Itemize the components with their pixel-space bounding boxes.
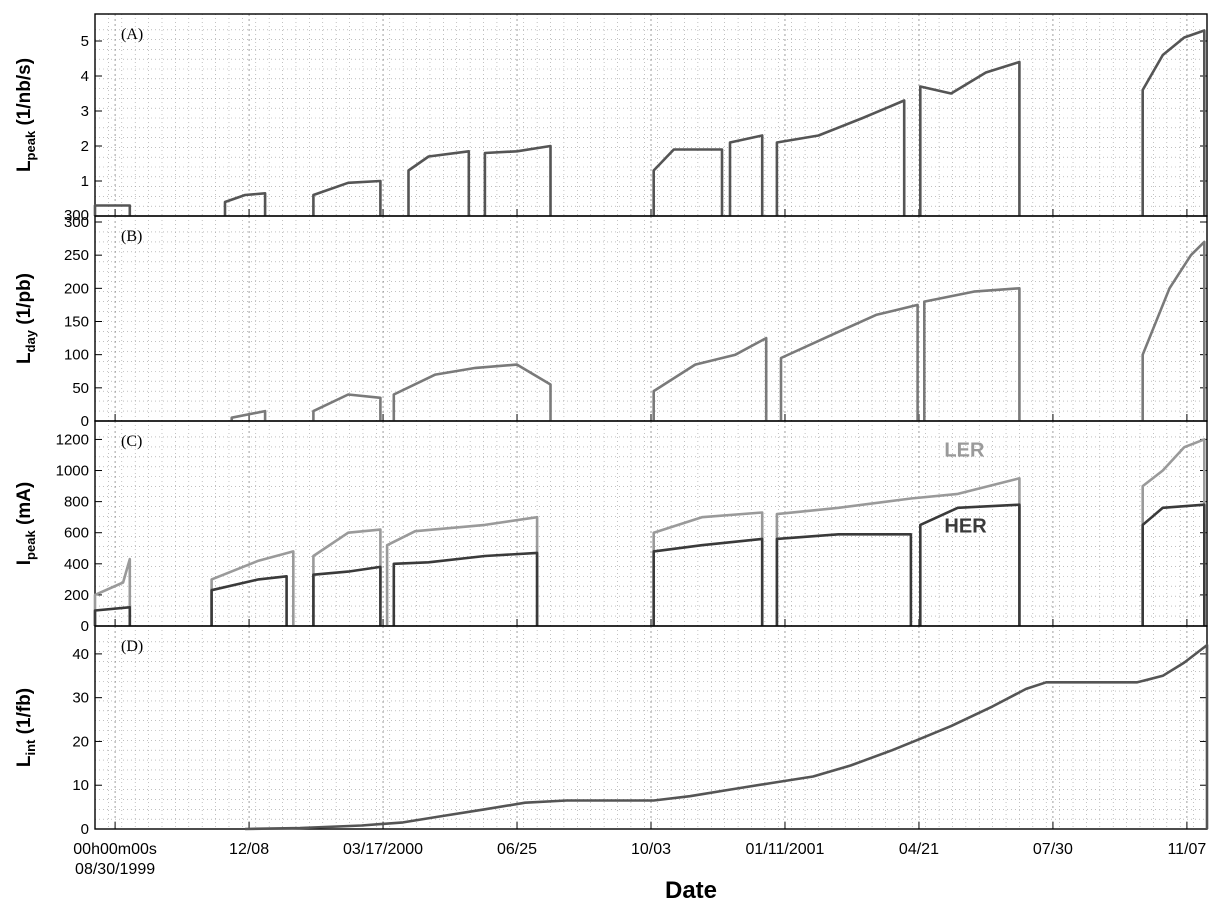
y-tick-label: 300 <box>64 214 89 231</box>
y-tick-label: 250 <box>64 247 89 264</box>
series-line <box>728 134 764 216</box>
y-tick-label: 5 <box>81 33 89 50</box>
y-tick-label: 150 <box>64 314 89 331</box>
y-tick-label: 50 <box>72 380 89 397</box>
series-line <box>93 204 132 216</box>
y-tick-label: 600 <box>64 525 89 542</box>
series-line-her <box>919 503 1021 626</box>
x-tick-label: 04/21 <box>899 841 939 858</box>
series-line-ler <box>652 511 764 626</box>
y-tick-label: 0 <box>81 821 89 838</box>
y-tick-label: 400 <box>64 556 89 573</box>
series-line <box>392 363 552 421</box>
x-tick-label: 00h00m00s <box>73 841 157 858</box>
panel-b: 0 50 100 150 200 250 300 (B) Lday (1/pb) <box>14 214 1208 430</box>
panel-label: (B) <box>121 228 142 245</box>
y-tick-label: 1200 <box>56 431 89 448</box>
series-line-ler <box>1141 438 1206 626</box>
series-line-her <box>210 575 288 626</box>
series-line-ler <box>93 557 132 626</box>
x-tick-label: 03/17/2000 <box>343 841 423 858</box>
y-tick-label: 200 <box>64 587 89 604</box>
y-tick-label: 2 <box>81 138 89 155</box>
panel-d: 0 10 20 30 40 (D) Lint (1/fb) <box>14 625 1209 838</box>
series-line <box>652 336 768 421</box>
series-line-ler <box>312 528 382 626</box>
y-tick-label: 100 <box>64 347 89 364</box>
y-tick-label: 30 <box>72 690 89 707</box>
y-tick-label: 1000 <box>56 463 89 480</box>
panel-a: 1 2 3 4 5 300 (A) Lpeak (1/nb/s) <box>14 13 1208 224</box>
y-tick-label: 40 <box>72 646 89 663</box>
series-line-her <box>312 565 382 626</box>
series-line <box>919 60 1021 216</box>
y-axis-label: Ipeak (mA) <box>14 482 38 565</box>
y-tick-label: 0 <box>81 413 89 430</box>
series-line <box>1141 29 1206 216</box>
y-axis-label: Lday (1/pb) <box>14 273 38 364</box>
series-line <box>775 99 906 216</box>
series-line <box>230 409 267 421</box>
x-tick-label: 07/30 <box>1033 841 1073 858</box>
series-label-her: HER <box>944 516 987 538</box>
series-line <box>245 643 1209 831</box>
y-tick-label: 1 <box>81 173 89 190</box>
y-tick-label: 0 <box>81 618 89 635</box>
y-tick-label: 3 <box>81 103 89 120</box>
panel-label: (D) <box>121 638 143 655</box>
series-line <box>483 144 552 216</box>
x-tick-label: 08/30/1999 <box>75 861 155 878</box>
y-axis-label: Lpeak (1/nb/s) <box>14 58 38 172</box>
series-line <box>779 303 919 421</box>
x-axis-label: Date <box>665 877 717 904</box>
x-tick-label: 06/25 <box>497 841 537 858</box>
y-axis-label: Lint (1/fb) <box>14 688 38 767</box>
y-tick-label: 300 <box>64 207 89 224</box>
series-line-her <box>392 551 539 626</box>
series-line <box>407 150 471 216</box>
series-line-her <box>652 537 764 626</box>
series-line-her <box>775 533 913 626</box>
series-line <box>1141 240 1206 421</box>
x-tick-label: 11/07 <box>1167 841 1206 858</box>
series-line-ler <box>385 515 539 626</box>
y-tick-label: 20 <box>72 733 89 750</box>
series-line <box>312 393 382 421</box>
panel-label: (C) <box>121 433 142 450</box>
series-line-ler <box>775 477 1021 626</box>
panel-c: 0 200 400 600 800 1000 1200 (C) Ipeak (mA) LER HER <box>14 420 1208 635</box>
x-tick-label: 10/03 <box>631 841 671 858</box>
series-line <box>223 192 267 216</box>
x-tick-label: 01/11/2001 <box>746 841 825 858</box>
y-tick-label: 10 <box>72 777 89 794</box>
panel-label: (A) <box>121 26 143 43</box>
series-line <box>652 148 724 216</box>
series-line <box>923 287 1021 421</box>
series-label-ler: LER <box>944 439 985 461</box>
series-line-her <box>1141 503 1206 626</box>
series-line <box>312 179 382 216</box>
series-line-her <box>93 606 132 626</box>
y-tick-label: 4 <box>81 68 89 85</box>
y-tick-label: 800 <box>64 494 89 511</box>
y-tick-label: 200 <box>64 280 89 297</box>
x-tick-label: 12/08 <box>229 841 269 858</box>
